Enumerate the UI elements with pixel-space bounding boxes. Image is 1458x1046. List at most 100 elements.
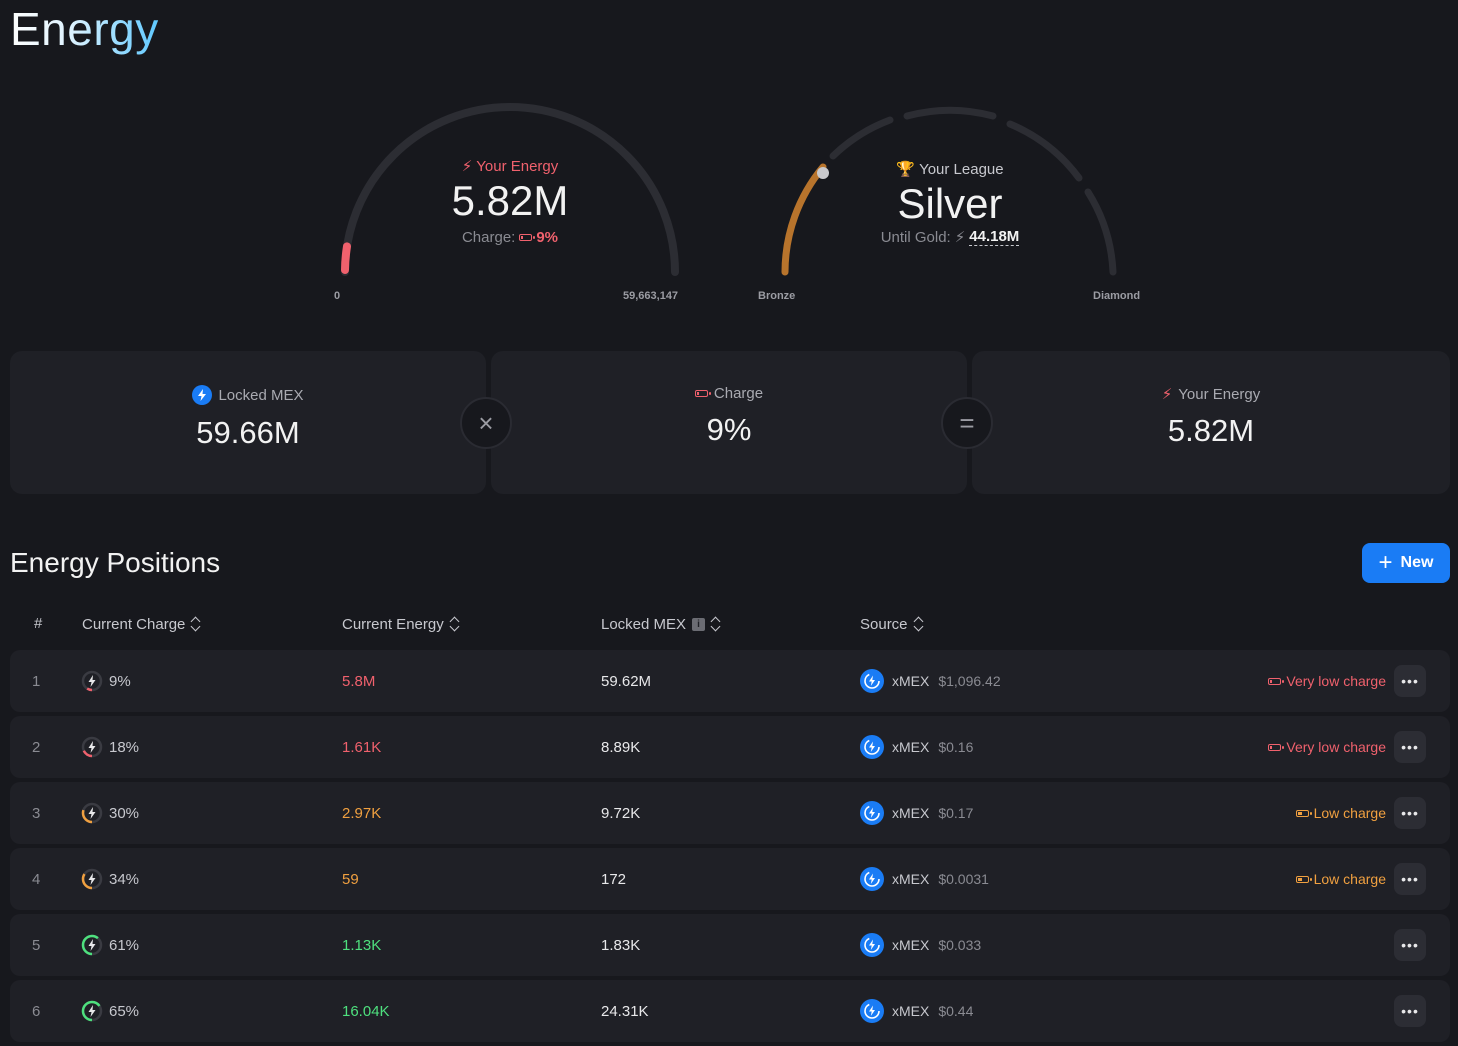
xmex-icon xyxy=(860,669,884,693)
row-index: 2 xyxy=(32,738,41,756)
battery-icon xyxy=(1268,677,1285,685)
more-options-button[interactable]: ••• xyxy=(1394,665,1426,697)
charge-ring-icon xyxy=(81,736,103,758)
xmex-icon xyxy=(860,867,884,891)
table-row[interactable]: 5 61% 1.13K 1.83K xMEX $0.033 ••• xyxy=(10,914,1450,976)
row-index: 5 xyxy=(32,936,41,954)
column-source[interactable]: Source xyxy=(860,615,924,633)
xmex-icon xyxy=(860,801,884,825)
league-gauge: 🏆 Your League Silver Until Gold: ⚡ 44.18… xyxy=(758,100,1140,310)
column-index: # xyxy=(34,615,43,632)
bolt-icon: ⚡ xyxy=(954,229,966,246)
charge-ring-icon xyxy=(81,670,103,692)
xmex-icon xyxy=(860,735,884,759)
energy-gauge-min: 0 xyxy=(334,290,341,302)
row-index: 4 xyxy=(32,870,41,888)
equals-operator: = xyxy=(941,397,993,449)
sort-icon xyxy=(450,615,460,633)
more-options-button[interactable]: ••• xyxy=(1394,929,1426,961)
sort-icon xyxy=(191,615,201,633)
battery-icon xyxy=(1295,875,1312,883)
charge-status-badge: Very low charge xyxy=(1268,650,1386,712)
battery-icon xyxy=(1268,743,1285,751)
table-row[interactable]: 1 9% 5.8M 59.62M xMEX $1,096.42 Very low… xyxy=(10,650,1450,712)
plus-icon: + xyxy=(1378,549,1393,576)
sort-icon xyxy=(711,615,721,633)
more-options-button[interactable]: ••• xyxy=(1394,863,1426,895)
row-source: xMEX $1,096.42 xyxy=(860,650,1001,712)
bolt-icon: ⚡ xyxy=(461,158,473,175)
column-locked-mex[interactable]: Locked MEX i xyxy=(601,615,721,633)
row-source: xMEX $0.16 xyxy=(860,716,973,778)
charge-ring-icon xyxy=(81,1000,103,1022)
charge-status-badge: Low charge xyxy=(1295,848,1386,910)
charge-ring-icon xyxy=(81,802,103,824)
xmex-icon xyxy=(860,999,884,1023)
row-source: xMEX $0.17 xyxy=(860,782,973,844)
row-energy: 1.61K xyxy=(342,738,382,756)
row-index: 6 xyxy=(32,1002,41,1020)
row-charge: 61% xyxy=(80,914,139,976)
sort-icon xyxy=(914,615,924,633)
new-position-button[interactable]: + New xyxy=(1362,543,1450,583)
locked-mex-label: Locked MEX xyxy=(218,386,304,404)
battery-icon xyxy=(519,234,536,241)
row-energy: 1.13K xyxy=(342,936,382,954)
league-gauge-label: 🏆 Your League xyxy=(896,160,1004,179)
row-index: 3 xyxy=(32,804,41,822)
row-charge: 65% xyxy=(80,980,139,1042)
your-energy-value: 5.82M xyxy=(1167,413,1255,448)
charge-value: 9% xyxy=(706,412,752,447)
more-options-button[interactable]: ••• xyxy=(1394,797,1426,829)
row-locked-mex: 172 xyxy=(601,870,627,888)
table-row[interactable]: 4 34% 59 172 xMEX $0.0031 Low charge ••• xyxy=(10,848,1450,910)
row-charge: 30% xyxy=(80,782,139,844)
table-row[interactable]: 6 65% 16.04K 24.31K xMEX $0.44 ••• xyxy=(10,980,1450,1042)
multiply-operator: × xyxy=(460,397,512,449)
battery-icon xyxy=(694,390,711,397)
energy-gauge: ⚡ Your Energy 5.82M Charge: 9% 0 59,663,… xyxy=(330,100,690,310)
charge-label: Charge xyxy=(713,385,764,402)
your-energy-card: ⚡ Your Energy 5.82M xyxy=(972,351,1450,494)
battery-icon xyxy=(1295,809,1312,817)
row-energy: 5.8M xyxy=(342,672,376,690)
trophy-icon: 🏆 xyxy=(896,161,916,178)
row-locked-mex: 1.83K xyxy=(601,936,641,954)
row-energy: 59 xyxy=(342,870,359,888)
row-source: xMEX $0.0031 xyxy=(860,848,989,910)
energy-gauge-charge: Charge: 9% xyxy=(461,229,559,246)
more-options-button[interactable]: ••• xyxy=(1394,731,1426,763)
energy-gauge-max: 59,663,147 xyxy=(623,290,679,302)
charge-status-badge: Very low charge xyxy=(1268,716,1386,778)
row-locked-mex: 59.62M xyxy=(601,672,652,690)
bolt-icon: ⚡ xyxy=(1161,386,1173,403)
league-gauge-max: Diamond xyxy=(1093,290,1141,302)
charge-status-badge: Low charge xyxy=(1295,782,1386,844)
column-current-charge[interactable]: Current Charge xyxy=(82,615,201,633)
info-icon[interactable]: i xyxy=(692,617,706,631)
xmex-icon xyxy=(860,933,884,957)
row-source: xMEX $0.44 xyxy=(860,980,973,1042)
your-energy-label: Your Energy xyxy=(1178,385,1261,403)
energy-gauge-value: 5.82M xyxy=(451,177,569,224)
more-options-button[interactable]: ••• xyxy=(1394,995,1426,1027)
row-energy: 2.97K xyxy=(342,804,382,822)
energy-gauge-label: ⚡ Your Energy xyxy=(461,157,559,176)
row-locked-mex: 9.72K xyxy=(601,804,641,822)
row-charge: 18% xyxy=(80,716,139,778)
charge-ring-icon xyxy=(81,934,103,956)
energy-gauge-arc xyxy=(341,103,679,276)
league-gauge-value: Silver xyxy=(897,180,1003,227)
table-header: # Current Charge Current Energy Locked M… xyxy=(0,615,1458,639)
table-row[interactable]: 2 18% 1.61K 8.89K xMEX $0.16 Very low ch… xyxy=(10,716,1450,778)
league-marker xyxy=(817,167,829,179)
section-title: Energy Positions xyxy=(10,547,221,578)
league-gauge-until: Until Gold: ⚡ 44.18M xyxy=(880,228,1020,246)
energy-gauge-fill xyxy=(341,242,351,274)
row-locked-mex: 24.31K xyxy=(601,1002,649,1020)
charge-ring-icon xyxy=(81,868,103,890)
column-current-energy[interactable]: Current Energy xyxy=(342,615,460,633)
table-row[interactable]: 3 30% 2.97K 9.72K xMEX $0.17 Low charge … xyxy=(10,782,1450,844)
row-charge: 34% xyxy=(80,848,139,910)
locked-mex-value: 59.66M xyxy=(196,415,300,450)
